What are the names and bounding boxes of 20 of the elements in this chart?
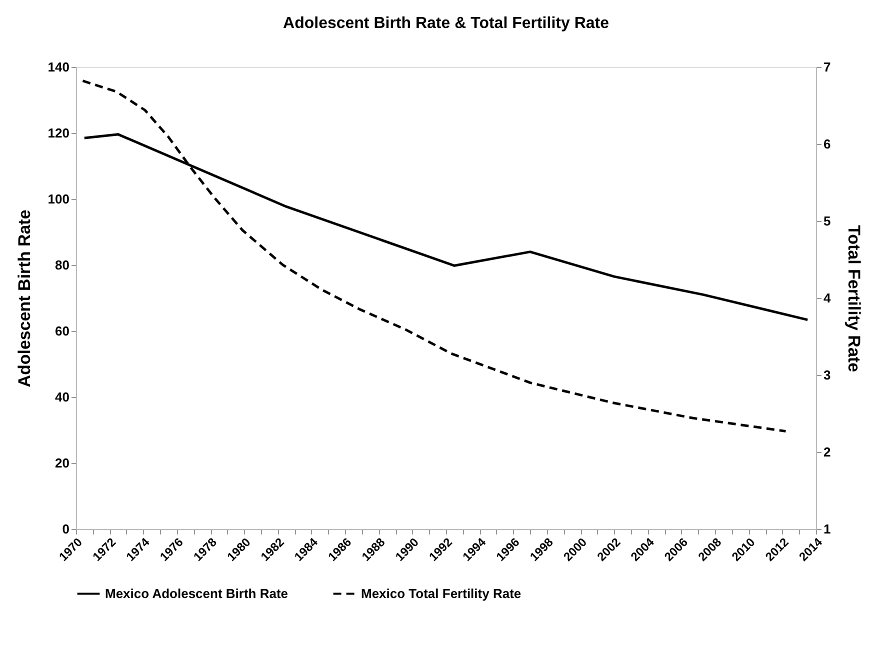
y2-tick-label: 6	[824, 136, 831, 152]
y2-tick-label: 5	[824, 214, 831, 228]
y-tick-label: 140	[48, 60, 70, 74]
y-tick-label: 40	[55, 390, 70, 404]
y-tick-label: 0	[62, 522, 70, 536]
y-axis-title: Adolescent Birth Rate	[14, 210, 34, 388]
y-tick-label: 120	[48, 126, 70, 140]
y-tick-label: 80	[55, 258, 70, 272]
legend-label: Mexico Adolescent Birth Rate	[105, 586, 288, 601]
y2-tick-label: 3	[824, 368, 831, 382]
y2-tick-label: 2	[824, 444, 831, 460]
y2-tick-label: 4	[824, 290, 832, 306]
y2-tick-label: 7	[824, 60, 831, 74]
y-tick-label: 60	[55, 324, 70, 338]
chart-title: Adolescent Birth Rate & Total Fertility Rate	[283, 15, 610, 32]
y-tick-label: 20	[55, 456, 70, 470]
y2-tick-label: 1	[824, 522, 831, 536]
y2-axis-title: Total Fertility Rate	[844, 224, 864, 372]
y-tick-label: 100	[48, 192, 70, 206]
legend-label: Mexico Total Fertility Rate	[361, 586, 522, 601]
